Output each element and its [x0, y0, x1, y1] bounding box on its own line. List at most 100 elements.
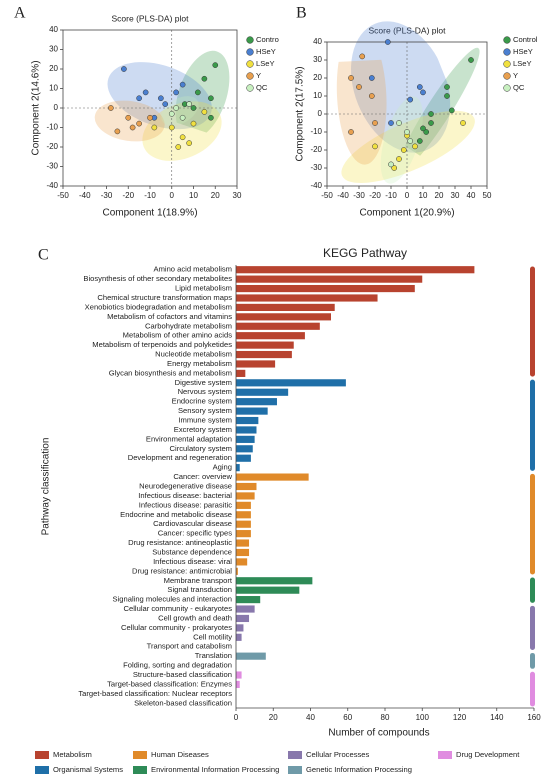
y-tick-label: 40 [49, 25, 58, 34]
x-tick-label: -20 [122, 191, 134, 200]
point [396, 120, 402, 126]
bar [236, 539, 250, 547]
point [147, 114, 153, 121]
y-tick-label: -30 [310, 163, 322, 172]
x-tick-label: -40 [337, 191, 349, 200]
point [420, 125, 426, 132]
point [388, 161, 394, 168]
point [416, 84, 423, 90]
point [391, 165, 398, 171]
point [416, 138, 423, 144]
y-tick-label: 10 [49, 84, 58, 93]
x-tick-label: 100 [416, 713, 430, 722]
bar [236, 379, 346, 387]
point [175, 144, 182, 150]
bar [236, 445, 253, 453]
bar [236, 671, 242, 679]
point [114, 128, 121, 135]
point [125, 114, 132, 121]
group-bracket [530, 473, 535, 575]
point [444, 93, 450, 99]
bar [236, 266, 475, 274]
category-label: Nervous system [178, 387, 232, 396]
point [186, 140, 192, 146]
bar [236, 454, 251, 462]
category-label: Structure-based classification [133, 670, 232, 679]
point [423, 129, 430, 135]
category-label: Substance dependence [152, 547, 232, 556]
x-tick-label: 0 [405, 191, 410, 200]
legend-marker [246, 36, 254, 44]
y-tick-label: 30 [313, 55, 322, 64]
legend-label: Environmental Information Processing [151, 765, 279, 774]
chart-title: KEGG Pathway [323, 246, 407, 260]
bar [236, 407, 268, 415]
point [388, 120, 394, 126]
y-tick-label: -10 [46, 123, 58, 132]
category-label: Biosynthesis of other secondary metaboli… [83, 274, 232, 283]
legend-label: LSeY [256, 59, 275, 68]
category-label: Excretory system [174, 425, 232, 434]
point [368, 93, 375, 99]
x-tick-label: -30 [101, 191, 113, 200]
legend-swatch [288, 751, 302, 759]
category-label: Immune system [178, 416, 232, 425]
group-bracket [530, 652, 535, 669]
category-label: Cancer: specific types [158, 529, 232, 538]
legend-label: Drug Development [456, 750, 520, 759]
x-tick-label: 40 [306, 713, 315, 722]
point [420, 89, 426, 96]
group-bracket [530, 577, 535, 603]
bar [236, 473, 309, 481]
confidence-ellipse [94, 100, 165, 142]
point [384, 39, 391, 45]
legend-label: HSeY [256, 47, 276, 56]
y-tick-label: 30 [49, 45, 58, 54]
point [407, 138, 414, 144]
panel-label: A [14, 5, 26, 22]
x-tick-label: 0 [170, 191, 175, 200]
point [190, 120, 197, 127]
point [359, 53, 366, 60]
category-label: Carbohydrate metabolism [145, 321, 232, 330]
x-tick-label: -10 [144, 191, 156, 200]
x-tick-label: 30 [233, 191, 242, 200]
bar [236, 652, 266, 660]
bar [236, 313, 331, 321]
bar [236, 435, 255, 443]
y-tick-label: 10 [313, 91, 322, 100]
confidence-ellipse [341, 110, 475, 183]
legend-marker [503, 48, 511, 56]
x-tick-label: -20 [369, 191, 381, 200]
x-tick-label: -10 [385, 191, 397, 200]
y-tick-label: -40 [46, 181, 58, 190]
point [129, 124, 136, 131]
confidence-ellipse [142, 101, 222, 161]
point [190, 105, 197, 111]
point [162, 101, 169, 107]
y-axis-label: Pathway classification [41, 438, 52, 536]
point [412, 143, 418, 150]
legend-swatch [35, 751, 49, 759]
y-tick-label: -20 [46, 142, 58, 151]
x-tick-label: 50 [483, 191, 492, 200]
y-tick-label: 20 [313, 73, 322, 82]
x-axis-label: Component 1(18.9%) [102, 208, 197, 219]
category-label: Amino acid metabolism [154, 265, 233, 274]
legend-marker [246, 48, 254, 56]
point [356, 84, 362, 90]
category-label: Target-based classification: Enzymes [107, 679, 232, 688]
category-label: Folding, sorting and degradation [123, 661, 232, 670]
point [348, 75, 354, 81]
group-bracket [530, 379, 535, 471]
bar [236, 332, 305, 340]
legend-label: HSeY [513, 47, 533, 56]
legend-swatch [133, 766, 147, 774]
y-tick-label: 0 [318, 109, 323, 118]
legend-label: Human Diseases [151, 750, 209, 759]
category-label: Cellular community - eukaryotes [124, 604, 233, 613]
point [186, 101, 192, 107]
legend-swatch [35, 766, 49, 774]
y-tick-label: 20 [49, 64, 58, 73]
